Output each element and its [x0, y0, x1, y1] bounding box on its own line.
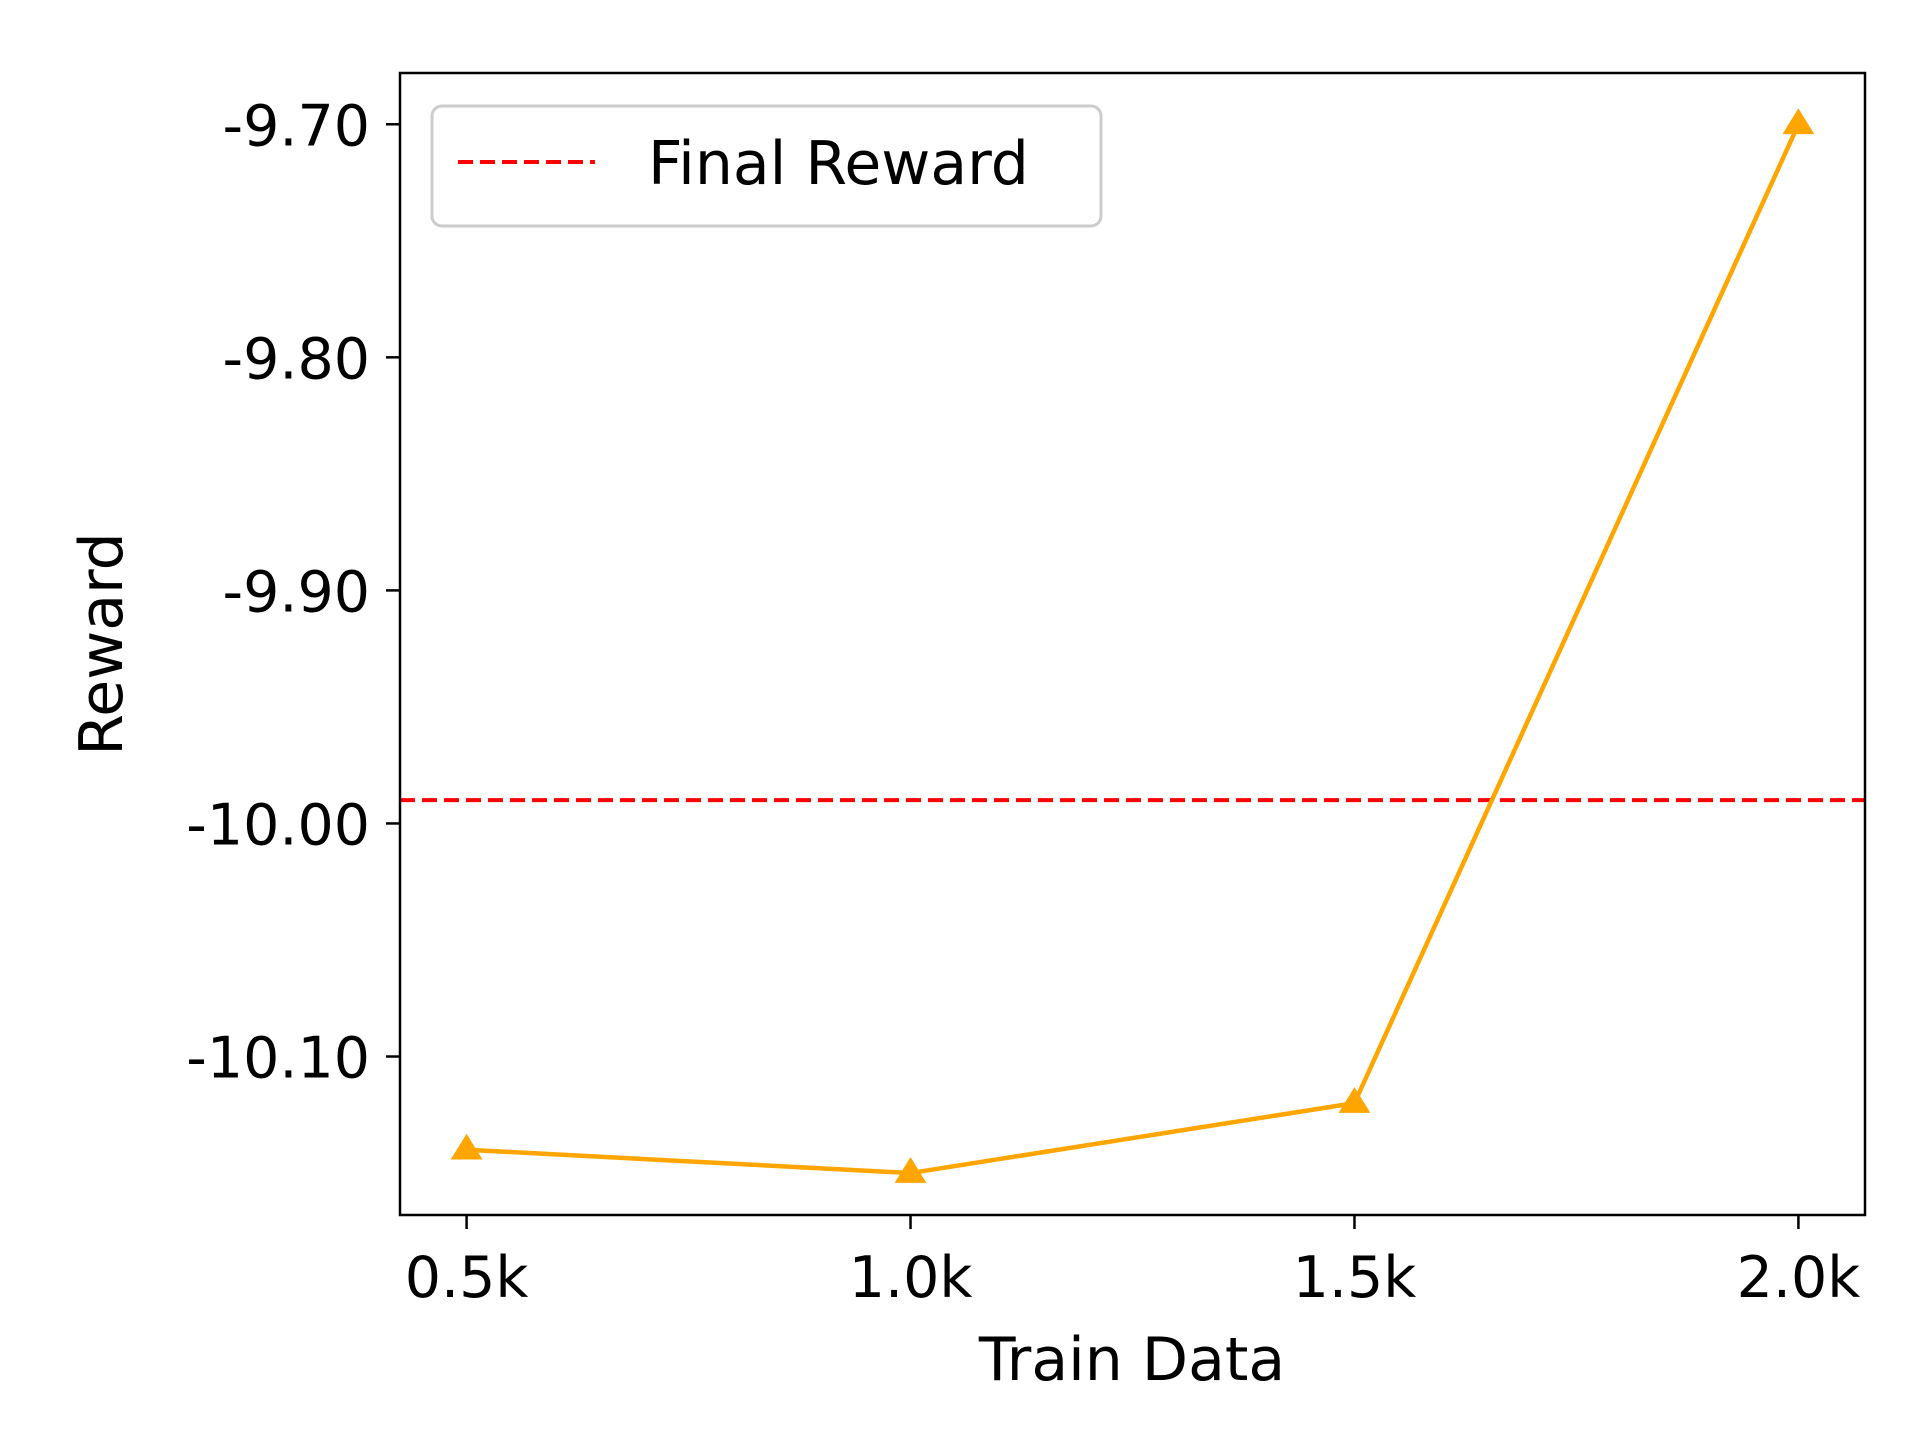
- y-axis-label: Reward: [67, 532, 137, 755]
- y-tick-label: -10.10: [186, 1026, 370, 1092]
- x-axis-label: Train Data: [978, 1325, 1285, 1395]
- data-point-marker: [1338, 1087, 1371, 1113]
- legend-box: [430, 104, 1103, 228]
- x-tick-label: 2.0k: [1737, 1245, 1861, 1311]
- legend: Final Reward: [430, 104, 1103, 228]
- plot-frame: [398, 71, 1867, 1217]
- data-point-marker: [450, 1133, 483, 1160]
- y-tick-label: -9.90: [223, 559, 370, 625]
- x-tick-label: 1.0k: [849, 1245, 973, 1311]
- legend-label-final-reward: Final Reward: [648, 129, 1029, 199]
- y-tick-label: -9.70: [223, 93, 370, 159]
- series-line: [466, 123, 1801, 1176]
- data-point-marker: [1782, 108, 1815, 135]
- y-tick-label: -10.00: [186, 792, 370, 858]
- y-tick-label: -9.80: [223, 326, 370, 392]
- data-point-marker: [894, 1157, 927, 1183]
- x-tick-label: 0.5k: [405, 1245, 529, 1311]
- x-tick-label: 1.5k: [1293, 1245, 1417, 1311]
